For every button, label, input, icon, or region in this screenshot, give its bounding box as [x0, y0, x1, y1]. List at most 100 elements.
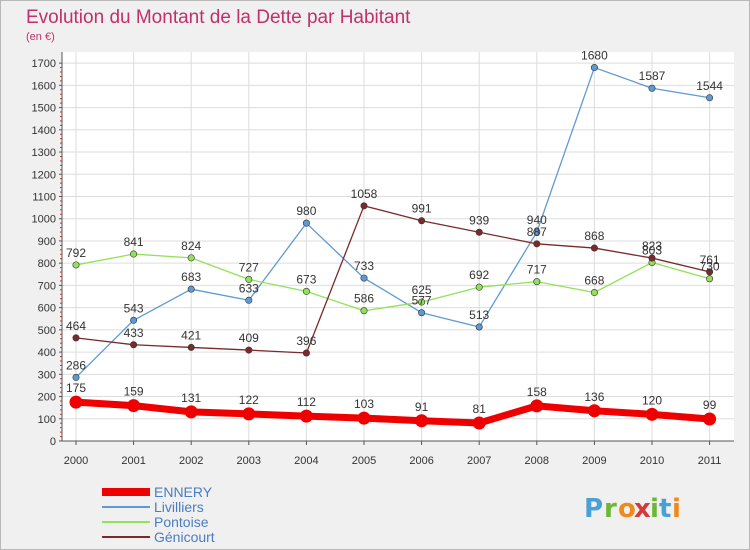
- data-point: [706, 275, 714, 283]
- data-label: 577: [412, 294, 432, 308]
- legend-label: Génicourt: [154, 529, 215, 545]
- data-point: [475, 228, 483, 236]
- data-label: 980: [296, 204, 316, 218]
- data-point: [72, 261, 80, 269]
- data-point: [184, 405, 198, 419]
- data-label: 1058: [351, 187, 378, 201]
- data-point: [245, 296, 253, 304]
- legend-label: Pontoise: [154, 514, 209, 530]
- series-line-génicourt: [75, 205, 711, 354]
- plot-area: [62, 52, 734, 441]
- y-tick-label: 1200: [32, 169, 56, 181]
- axes: 0 100 200 300 400 500 600 700 800 900 1000 1100 1200…: [32, 52, 734, 467]
- y-tick-label: 800: [38, 258, 56, 270]
- data-point: [703, 412, 717, 426]
- data-point: [360, 307, 368, 315]
- y-tick-label: 1700: [32, 58, 56, 70]
- y-tick-label: 1600: [32, 80, 56, 92]
- data-point: [187, 254, 195, 262]
- data-point: [418, 298, 426, 306]
- data-point: [475, 283, 483, 291]
- data-point: [418, 217, 426, 225]
- data-label: 131: [181, 391, 201, 405]
- data-point: [187, 343, 195, 351]
- x-tick-label: 2007: [467, 455, 491, 467]
- y-tick-label: 0: [50, 436, 56, 448]
- series-line-pontoise: [75, 253, 711, 312]
- data-label: 158: [527, 385, 547, 399]
- data-point: [302, 287, 310, 295]
- data-point: [418, 309, 426, 317]
- x-tick-label: 2009: [582, 455, 606, 467]
- data-label: 673: [296, 272, 316, 286]
- series-lines: [69, 64, 717, 430]
- legend-label: Livilliers: [154, 499, 204, 515]
- data-label: 803: [642, 244, 662, 258]
- data-label: 824: [181, 239, 201, 253]
- data-point: [645, 407, 659, 421]
- x-tick-label: 2005: [352, 455, 376, 467]
- y-tick-label: 1400: [32, 125, 56, 137]
- y-tick-label: 700: [38, 280, 56, 292]
- data-point: [360, 202, 368, 210]
- data-point: [648, 84, 656, 92]
- y-tick-label: 400: [38, 347, 56, 359]
- data-point: [299, 409, 313, 423]
- y-tick-label: 1000: [32, 214, 56, 226]
- data-point: [187, 285, 195, 293]
- data-label: 625: [412, 283, 432, 297]
- data-label: 692: [469, 268, 489, 282]
- data-point: [130, 316, 138, 324]
- data-point: [533, 240, 541, 248]
- data-label: 841: [124, 235, 144, 249]
- data-label: 136: [584, 390, 604, 404]
- chart-subtitle: (en €): [26, 31, 55, 43]
- series-line-ennery: [72, 398, 714, 427]
- data-point: [360, 274, 368, 282]
- data-label: 513: [469, 308, 489, 322]
- y-tick-label: 200: [38, 392, 56, 404]
- data-label: 543: [124, 301, 144, 315]
- logo-letter: P: [584, 494, 603, 524]
- data-point: [130, 250, 138, 258]
- data-label: 99: [703, 398, 717, 412]
- data-label: 433: [124, 326, 144, 340]
- chart-title: Evolution du Montant de la Dette par Hab…: [26, 7, 411, 28]
- data-label: 727: [239, 260, 259, 274]
- data-label: 81: [473, 402, 487, 416]
- data-point: [472, 416, 486, 430]
- data-point: [69, 395, 83, 409]
- y-tick-label: 100: [38, 414, 56, 426]
- data-point: [302, 349, 310, 357]
- data-point: [72, 373, 80, 381]
- logo-letter: t: [659, 494, 671, 524]
- data-label: 887: [527, 225, 547, 239]
- data-label: 586: [354, 292, 374, 306]
- data-point: [590, 289, 598, 297]
- legend-label: ENNERY: [154, 484, 213, 500]
- data-label: 103: [354, 397, 374, 411]
- data-point: [590, 64, 598, 72]
- data-label: 421: [181, 328, 201, 342]
- y-tick-label: 600: [38, 303, 56, 315]
- logo-letter: r: [604, 494, 617, 524]
- data-point: [72, 334, 80, 342]
- data-label: 868: [584, 229, 604, 243]
- data-point: [415, 414, 429, 428]
- data-point: [475, 323, 483, 331]
- data-point: [245, 275, 253, 283]
- data-label: 730: [700, 260, 720, 274]
- x-tick-label: 2002: [179, 455, 203, 467]
- logo-letter: i: [672, 494, 681, 524]
- data-label: 122: [239, 393, 259, 407]
- data-point: [648, 254, 656, 262]
- data-label: 940: [527, 213, 547, 227]
- data-label: 159: [124, 385, 144, 399]
- y-tick-label: 1500: [32, 103, 56, 115]
- x-tick-label: 2003: [237, 455, 261, 467]
- x-tick-label: 2004: [294, 455, 318, 467]
- data-point: [130, 341, 138, 349]
- data-label: 1587: [639, 69, 666, 83]
